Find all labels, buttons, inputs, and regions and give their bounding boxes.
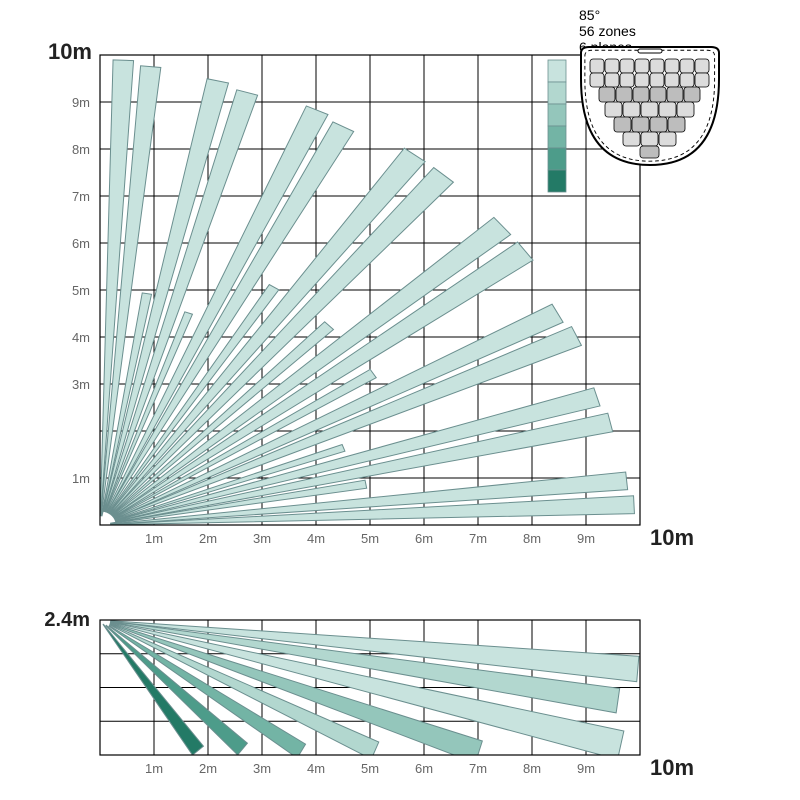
x-tick-label: 9m <box>577 531 595 546</box>
x-tick-label: 5m <box>361 761 379 776</box>
color-legend <box>548 60 566 192</box>
lens-icon <box>581 47 719 165</box>
x-tick-label: 3m <box>253 531 271 546</box>
figure-root: 1m 2m 3m 4m 5m 6m 7m 8m 9m 1m 3m 4m 5m 6m 7m 8m 9m 10m 10m… <box>0 0 800 800</box>
legend-swatch <box>548 126 566 148</box>
y-tick-label: 4m <box>72 330 90 345</box>
side-height-label: 2.4m <box>44 609 90 631</box>
legend-swatch <box>548 60 566 82</box>
x-tick-label: 4m <box>307 761 325 776</box>
legend-swatch <box>548 82 566 104</box>
y-tick-label: 5m <box>72 283 90 298</box>
x-tick-label: 9m <box>577 761 595 776</box>
lens-slot <box>638 49 662 53</box>
diagram-svg: 1m 2m 3m 4m 5m 6m 7m 8m 9m 1m 3m 4m 5m 6m 7m 8m 9m 10m 10m… <box>0 0 800 800</box>
y-tick-label: 8m <box>72 142 90 157</box>
info-zones: 56 zones <box>579 23 636 39</box>
top-x-end-label: 10m <box>650 525 694 550</box>
x-tick-label: 6m <box>415 531 433 546</box>
y-tick-label: 7m <box>72 189 90 204</box>
y-tick-label: 6m <box>72 236 90 251</box>
legend-swatch <box>548 148 566 170</box>
x-tick-label: 8m <box>523 761 541 776</box>
top-y-end-label: 10m <box>48 39 92 64</box>
legend-swatch <box>548 104 566 126</box>
x-tick-label: 3m <box>253 761 271 776</box>
side-x-end-label: 10m <box>650 755 694 780</box>
x-tick-label: 4m <box>307 531 325 546</box>
legend-swatch <box>548 170 566 192</box>
side-beams <box>103 621 639 763</box>
x-tick-label: 8m <box>523 531 541 546</box>
x-tick-label: 5m <box>361 531 379 546</box>
info-angle: 85° <box>579 7 600 23</box>
x-tick-label: 1m <box>145 761 163 776</box>
y-tick-label: 9m <box>72 95 90 110</box>
y-tick-label: 1m <box>72 471 90 486</box>
x-tick-label: 2m <box>199 761 217 776</box>
x-tick-label: 1m <box>145 531 163 546</box>
x-tick-label: 2m <box>199 531 217 546</box>
y-tick-label: 3m <box>72 377 90 392</box>
x-tick-label: 7m <box>469 531 487 546</box>
side-chart: 1m 2m 3m 4m 5m 6m 7m 8m 9m 10m 2.4m <box>44 609 694 780</box>
x-tick-label: 6m <box>415 761 433 776</box>
x-tick-label: 7m <box>469 761 487 776</box>
